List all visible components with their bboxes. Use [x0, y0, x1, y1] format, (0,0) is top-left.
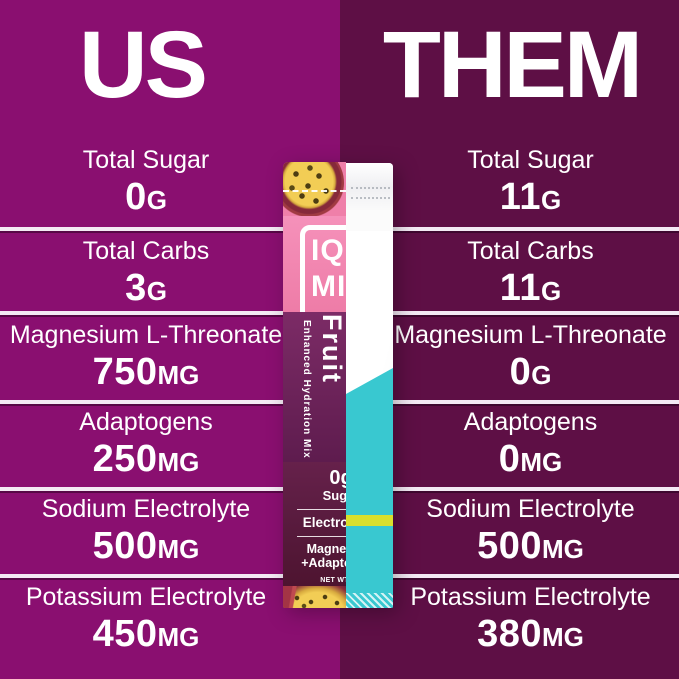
row-divider — [340, 227, 679, 231]
stat-row-them-adaptogens: Adaptogens 0MG — [340, 407, 679, 484]
feature-magnesium-adaptogens: Magnesium +Adaptogens — [301, 542, 346, 570]
stat-row-us-magnesium: Magnesium L-Threonate 750MG — [0, 320, 340, 397]
yellow-stripe — [346, 515, 393, 526]
stat-row-us-sodium: Sodium Electrolyte 500MG — [0, 494, 340, 571]
them-title: THEM — [382, 12, 643, 118]
logo-text-top: IQ — [311, 234, 345, 267]
row-divider — [0, 311, 340, 315]
stat-label: Total Sugar — [467, 146, 594, 174]
packet-front-panel: IQ MI Enhanced Hydration Mix Fruit 0g Su… — [283, 162, 346, 608]
stat-row-them-potassium: Potassium Electrolyte 380MG — [340, 582, 679, 659]
stat-label: Adaptogens — [79, 408, 213, 436]
stat-label: Magnesium L-Threonate — [394, 321, 667, 349]
net-weight: NET WT 0.2 — [320, 577, 346, 584]
passion-fruit-image-bottom — [283, 586, 346, 608]
brand-logo: IQ MI — [300, 225, 346, 322]
them-panel: THEM Total Sugar 11G Total Carbs 11G Mag… — [340, 0, 679, 679]
tagline-text: Enhanced Hydration Mix — [301, 320, 312, 459]
feature-electrolytes: Electrolytes — [302, 515, 346, 530]
perforation-line — [351, 197, 390, 199]
stat-row-them-sodium: Sodium Electrolyte 500MG — [340, 494, 679, 571]
stat-value: 250MG — [92, 438, 200, 480]
packet-plum-section: Enhanced Hydration Mix Fruit — [283, 312, 346, 462]
sugar-claim-value: 0g — [329, 467, 346, 489]
stat-label: Sodium Electrolyte — [426, 495, 635, 523]
stat-value: 450MG — [92, 613, 200, 655]
stat-value: 380MG — [477, 613, 584, 655]
stat-row-us-potassium: Potassium Electrolyte 450MG — [0, 582, 340, 659]
row-divider — [340, 574, 679, 578]
packet-pink-section: IQ MI — [283, 216, 346, 322]
stat-label: Total Carbs — [82, 237, 210, 265]
tear-line — [283, 190, 346, 192]
row-divider — [340, 400, 679, 404]
stat-label: Magnesium L-Threonate — [9, 321, 283, 349]
stat-value: 11G — [499, 267, 562, 309]
packet-info-section: 0g Sugar Electrolytes Magnesium +Adaptog… — [283, 462, 346, 586]
stat-row-us-total-sugar: Total Sugar 0G — [0, 145, 340, 222]
row-divider — [0, 574, 340, 578]
packet-top-seal — [346, 163, 393, 231]
stat-row-them-magnesium: Magnesium L-Threonate 0G — [340, 320, 679, 397]
stat-label: Total Carbs — [467, 237, 594, 265]
separator-line — [297, 536, 346, 537]
row-divider — [0, 400, 340, 404]
stat-value: 0MG — [498, 438, 563, 480]
flavor-text: Fruit — [317, 314, 346, 384]
stat-row-them-total-carbs: Total Carbs 11G — [340, 236, 679, 313]
stat-label: Sodium Electrolyte — [41, 495, 251, 523]
stat-label: Adaptogens — [463, 408, 598, 436]
row-divider — [340, 487, 679, 491]
stat-value: 500MG — [477, 525, 584, 567]
perforation-line — [351, 187, 390, 189]
us-title: US — [79, 12, 208, 118]
packet-bottom-seal — [346, 593, 393, 608]
stat-label: Potassium Electrolyte — [25, 583, 267, 611]
stat-row-us-adaptogens: Adaptogens 250MG — [0, 407, 340, 484]
stat-value: 0G — [125, 176, 167, 218]
stat-value: 0G — [509, 351, 552, 393]
row-divider — [340, 311, 679, 315]
row-divider — [0, 227, 340, 231]
stat-value: 3G — [125, 267, 167, 309]
stat-row-us-total-carbs: Total Carbs 3G — [0, 236, 340, 313]
separator-line — [297, 509, 346, 510]
logo-text-bottom: MI — [311, 270, 346, 303]
product-packet: IQ MI Enhanced Hydration Mix Fruit 0g Su… — [281, 150, 394, 612]
row-divider — [0, 487, 340, 491]
stat-value: 500MG — [92, 525, 200, 567]
packet-side-panel — [346, 163, 393, 608]
stat-row-them-total-sugar: Total Sugar 11G — [340, 145, 679, 222]
stat-label: Total Sugar — [82, 146, 210, 174]
stat-value: 750MG — [92, 351, 200, 393]
sugar-claim-label: Sugar — [322, 488, 346, 503]
passion-fruit-image-top — [283, 162, 346, 220]
stat-value: 11G — [499, 176, 562, 218]
packet-teal-side — [346, 368, 393, 608]
stat-label: Potassium Electrolyte — [410, 583, 651, 611]
